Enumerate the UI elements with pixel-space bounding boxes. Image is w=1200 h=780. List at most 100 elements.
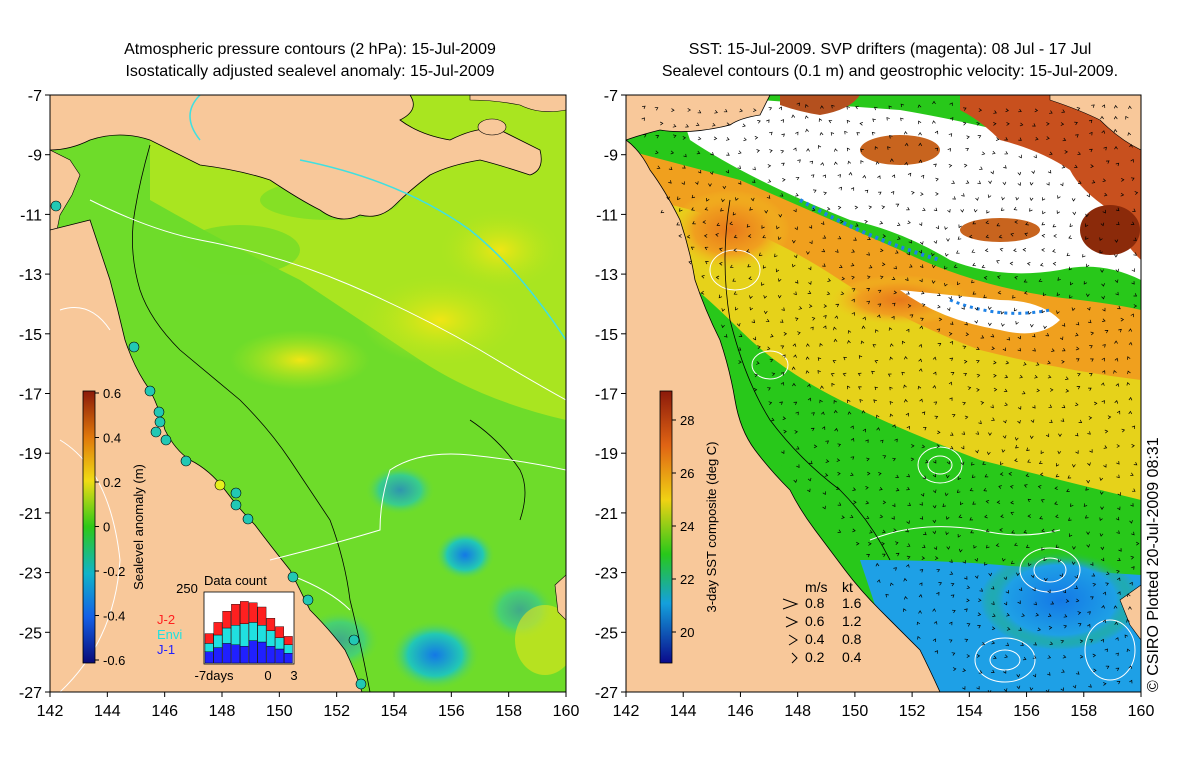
velocity-arrow bbox=[1116, 569, 1120, 574]
velocity-arrow bbox=[762, 265, 767, 269]
velocity-arrow bbox=[1099, 491, 1104, 495]
x-tick-label: 154 bbox=[381, 703, 408, 720]
velocity-arrow bbox=[1116, 221, 1120, 226]
velocity-arrow bbox=[1089, 639, 1094, 643]
velocity-arrow bbox=[702, 220, 706, 224]
velocity-arrow bbox=[1128, 396, 1133, 401]
velocity-arrow bbox=[851, 312, 855, 316]
velocity-arrow bbox=[795, 446, 800, 450]
x-tick-label: 142 bbox=[613, 703, 640, 720]
velocity-arrow bbox=[729, 221, 734, 226]
velocity-arrow bbox=[769, 149, 773, 153]
velocity-arrow bbox=[837, 235, 842, 240]
data-count-bar bbox=[257, 625, 267, 643]
velocity-arrow bbox=[1101, 283, 1105, 287]
velocity-arrow bbox=[1004, 374, 1009, 379]
pressure-contour bbox=[59, 307, 111, 331]
velocity-arrow bbox=[807, 477, 812, 482]
colorbar-tick-label: 22 bbox=[680, 572, 694, 587]
velocity-arrow bbox=[911, 191, 915, 195]
velocity-arrow bbox=[1133, 252, 1137, 256]
sealevel-contour bbox=[869, 526, 1061, 541]
velocity-arrow bbox=[809, 240, 813, 245]
velocity-arrow bbox=[1130, 472, 1134, 477]
velocity-arrow bbox=[933, 459, 937, 464]
velocity-arrow bbox=[850, 262, 855, 267]
velocity-arrow bbox=[1050, 601, 1055, 605]
sealevel-contour bbox=[751, 350, 789, 380]
velocity-arrow bbox=[843, 356, 847, 361]
velocity-arrow bbox=[1017, 182, 1021, 186]
velocity-arrow bbox=[847, 385, 851, 390]
sst-hot-patch bbox=[780, 95, 860, 115]
velocity-arrow bbox=[918, 343, 923, 348]
velocity-arrow bbox=[877, 289, 882, 294]
velocity-arrow bbox=[1065, 376, 1069, 380]
velocity-arrow bbox=[792, 343, 797, 347]
velocity-arrow bbox=[890, 190, 895, 195]
velocity-legend-ms: 0.8 bbox=[805, 595, 825, 611]
velocity-arrow bbox=[1017, 347, 1022, 352]
velocity-arrow bbox=[949, 397, 953, 401]
velocity-arrow bbox=[1018, 108, 1022, 113]
land-new-britain bbox=[469, 95, 566, 112]
velocity-arrow bbox=[865, 515, 870, 520]
velocity-arrow bbox=[995, 137, 1000, 141]
velocity-arrow bbox=[851, 298, 855, 303]
velocity-arrow bbox=[1055, 514, 1059, 519]
tide-gauge-marker bbox=[230, 499, 242, 511]
velocity-arrow bbox=[872, 344, 877, 348]
velocity-arrow bbox=[1077, 611, 1082, 615]
velocity-arrow bbox=[1042, 197, 1046, 201]
velocity-arrow bbox=[855, 105, 859, 110]
velocity-arrow bbox=[931, 280, 936, 284]
velocity-arrow bbox=[1089, 449, 1093, 453]
velocity-arrow bbox=[991, 669, 995, 673]
velocity-arrow bbox=[1033, 642, 1037, 646]
velocity-arrow bbox=[945, 253, 949, 257]
velocity-arrow bbox=[1102, 591, 1107, 596]
velocity-arrow bbox=[1004, 402, 1008, 407]
velocity-arrow bbox=[834, 148, 838, 152]
velocity-arrow bbox=[1069, 223, 1073, 228]
velocity-arrow bbox=[971, 474, 976, 478]
velocity-arrow bbox=[795, 131, 799, 136]
velocity-arrow bbox=[932, 519, 937, 524]
velocity-arrow bbox=[1105, 582, 1109, 586]
velocity-arrow bbox=[935, 177, 939, 182]
velocity-arrow bbox=[947, 147, 951, 152]
velocity-arrow bbox=[949, 357, 954, 362]
velocity-arrow bbox=[860, 340, 865, 345]
colorbar-tick-label: 0 bbox=[103, 520, 110, 535]
velocity-arrow bbox=[1077, 180, 1082, 184]
velocity-arrow bbox=[756, 361, 760, 365]
velocity-arrow bbox=[874, 386, 878, 391]
velocity-arrow bbox=[965, 180, 970, 184]
velocity-arrow bbox=[1114, 400, 1119, 404]
velocity-arrow bbox=[974, 307, 979, 311]
data-count-ymax-label: 250 bbox=[176, 581, 198, 596]
velocity-arrow bbox=[980, 335, 985, 339]
velocity-arrow bbox=[1026, 447, 1030, 451]
velocity-arrow bbox=[781, 133, 785, 137]
velocity-arrow bbox=[1052, 249, 1056, 253]
velocity-arrow bbox=[984, 562, 988, 566]
velocity-arrow bbox=[879, 248, 884, 253]
velocity-arrow bbox=[1091, 179, 1096, 184]
y-tick-label: -25 bbox=[19, 625, 42, 642]
velocity-arrow bbox=[746, 224, 751, 228]
velocity-arrow bbox=[1025, 473, 1030, 477]
velocity-arrow bbox=[754, 373, 758, 378]
velocity-arrow bbox=[1115, 383, 1120, 387]
velocity-arrow bbox=[774, 253, 778, 258]
velocity-arrow bbox=[974, 558, 979, 562]
velocity-arrow bbox=[780, 119, 785, 123]
data-count-bar bbox=[231, 625, 240, 646]
velocity-arrow bbox=[901, 340, 906, 345]
sealevel-contour bbox=[917, 446, 963, 484]
velocity-arrow bbox=[817, 357, 822, 361]
velocity-arrow bbox=[1116, 461, 1120, 465]
velocity-arrow bbox=[1074, 121, 1078, 126]
velocity-arrow bbox=[766, 346, 771, 351]
velocity-arrow bbox=[932, 638, 937, 643]
